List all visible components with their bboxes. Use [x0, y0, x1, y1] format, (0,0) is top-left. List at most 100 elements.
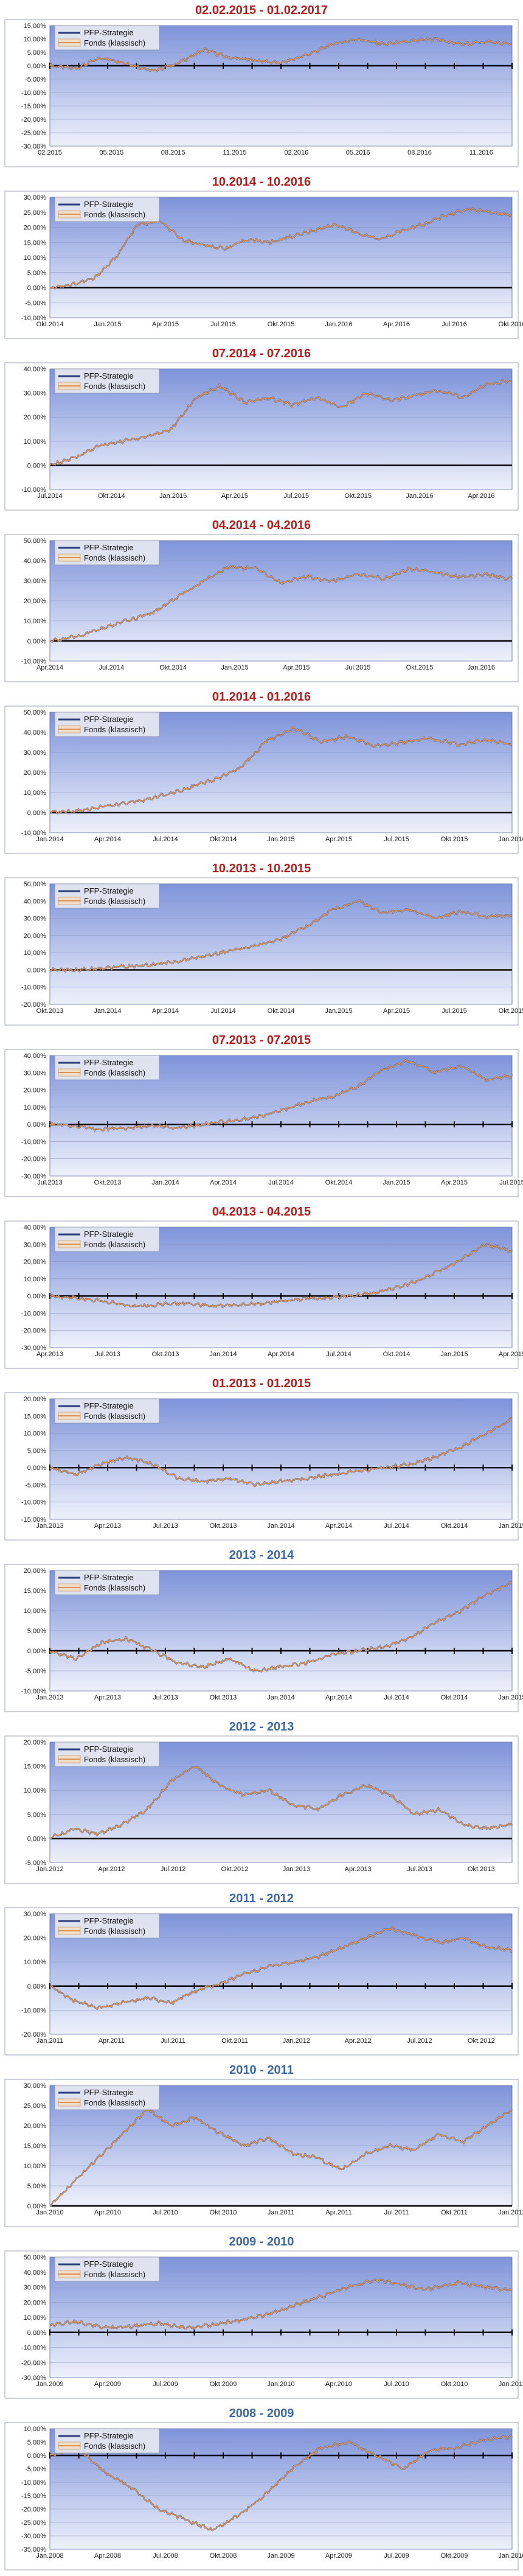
x-tick-label: Okt.2013	[36, 1007, 64, 1015]
legend-label-fund: Fonds (klassisch)	[84, 2441, 145, 2451]
legend-label-fund: Fonds (klassisch)	[84, 1068, 145, 1077]
chart-panel: 07.2014 - 07.2016 40,00% 30,00% 20,00% 10,00…	[0, 343, 523, 515]
y-tick-label: -20,00%	[21, 1328, 46, 1335]
y-tick-label: 10,00%	[24, 950, 47, 957]
chart-svg: 40,00%30,00%20,00%10,00%0,00%-10,00%Jul.…	[4, 362, 519, 511]
x-tick-label: Jan.2015	[498, 1522, 523, 1530]
x-tick-label: Apr.2015	[283, 664, 310, 671]
chart-title: 10.2013 - 10.2015	[212, 862, 311, 875]
y-tick-label: -10,00%	[21, 1310, 46, 1317]
legend-label-strategy: PFP-Strategie	[84, 2259, 134, 2269]
y-tick-label: 0,00%	[27, 638, 46, 645]
x-tick-label: Okt.2015	[441, 836, 468, 843]
y-tick-label: -20,00%	[21, 116, 46, 124]
chart-title: 2013 - 2014	[229, 1549, 294, 1562]
x-tick-label: Jul.2012	[407, 2037, 432, 2045]
x-tick-label: Okt.2011	[441, 2209, 468, 2216]
y-tick-label: 20,00%	[24, 933, 47, 940]
x-tick-label: Okt.2015	[268, 321, 295, 328]
x-tick-label: Jan.2013	[283, 1866, 310, 1873]
x-tick-label: Apr.2010	[325, 2381, 352, 2388]
chart-panel: 2012 - 2013 20,00% 15,00% 10,00% 5,00% 0,00% -…	[0, 1717, 523, 1888]
legend-label-fund: Fonds (klassisch)	[84, 2270, 145, 2279]
x-tick-label: Jul.2015	[384, 836, 409, 843]
y-tick-label: -10,00%	[21, 2007, 46, 2014]
chart-title: 10.2014 - 10.2016	[212, 175, 311, 189]
x-tick-label: Jan.2014	[151, 1179, 179, 1186]
x-tick-label: Jul.2015	[345, 664, 371, 671]
y-tick-label: 50,00%	[24, 537, 47, 545]
chart-title: 2008 - 2009	[229, 2407, 294, 2420]
legend-label-strategy: PFP-Strategie	[84, 200, 134, 209]
x-tick-label: Jul.2014	[99, 664, 125, 671]
y-tick-label: 20,00%	[24, 598, 47, 605]
x-tick-label: Apr.2009	[94, 2381, 121, 2388]
chart-svg: 10,00% 5,00% 0,00% -5,00% -10,00% -15,00% -20,…	[4, 2422, 523, 2571]
chart-svg: 30,00%20,00%10,00%0,00%-10,00%-20,00%Jan…	[4, 1907, 519, 2056]
y-tick-label: -30,00%	[21, 2533, 46, 2540]
y-tick-label: 15,00%	[24, 23, 47, 30]
y-tick-label: -10,00%	[21, 1688, 46, 1695]
y-tick-label: 10,00%	[24, 254, 47, 262]
y-tick-label: 30,00%	[24, 1069, 47, 1077]
x-tick-label: Jul.2011	[161, 2037, 185, 2045]
x-tick-label: Jul.2014	[37, 492, 63, 500]
fund-series-line	[49, 899, 513, 973]
y-tick-label: 0,00%	[27, 1465, 46, 1472]
x-tick-label: Jul.2014	[384, 1522, 409, 1530]
x-tick-label: Jan.2015	[159, 492, 187, 500]
legend-label-strategy: PFP-Strategie	[84, 2088, 134, 2097]
y-tick-label: 10,00%	[24, 1787, 47, 1794]
fund-series-line	[49, 1243, 513, 1308]
fund-series-line	[49, 1766, 513, 1839]
chart-svg: 50,00% 40,00% 30,00% 20,00% 10,00% 0,00% -10,0…	[4, 877, 523, 1026]
x-tick-label: Jul.2010	[153, 2209, 178, 2216]
x-tick-label: Jan.2016	[406, 492, 433, 500]
x-tick-label: Jul.2009	[153, 2381, 178, 2388]
fund-series-line	[49, 379, 513, 466]
x-tick-label: Jan.2008	[36, 2552, 63, 2560]
y-tick-label: -5,00%	[25, 1860, 46, 1867]
x-tick-label: Okt.2014	[441, 1522, 468, 1530]
y-tick-label: -5,00%	[25, 1668, 46, 1675]
x-tick-label: Apr.2010	[94, 2209, 121, 2216]
y-tick-label: -10,00%	[21, 315, 46, 322]
x-tick-label: Okt.2015	[499, 1007, 523, 1015]
x-tick-label: Okt.2013	[210, 1522, 237, 1530]
legend-label-strategy: PFP-Strategie	[84, 371, 134, 380]
y-tick-label: -10,00%	[21, 658, 46, 665]
y-tick-label: -5,00%	[25, 2466, 46, 2473]
x-tick-label: Apr.2011	[325, 2209, 352, 2216]
chart-title: 2009 - 2010	[229, 2235, 294, 2249]
x-tick-label: Jan.2009	[267, 2552, 294, 2560]
chart-title: 07.2014 - 07.2016	[212, 347, 311, 360]
y-tick-label: 10,00%	[24, 36, 47, 43]
x-tick-label: Jan.2014	[94, 1007, 121, 1015]
x-tick-label: Jan.2013	[36, 1694, 63, 1701]
legend-label-fund: Fonds (klassisch)	[84, 1240, 145, 1249]
x-tick-label: Okt.2014	[268, 1007, 295, 1015]
chart-svg: 50,00% 40,00% 30,00% 20,00% 10,00% 0,00% -10,0…	[4, 534, 519, 682]
x-tick-label: Apr.2008	[94, 2552, 121, 2560]
x-tick-label: 02.2015	[38, 149, 62, 156]
x-tick-label: Jan.2009	[36, 2381, 63, 2388]
chart-svg: 20,00%15,00%10,00%5,00%0,00%-5,00%Jan.20…	[4, 1735, 519, 1884]
chart-title: 02.02.2015 - 01.02.2017	[195, 4, 328, 17]
y-tick-label: -10,00%	[21, 2479, 46, 2487]
y-tick-label: -20,00%	[21, 1156, 46, 1163]
chart-panel: 02.02.2015 - 01.02.2017 15,00% 10,00% 5,00%…	[0, 0, 523, 172]
chart-svg: 20,00% 15,00% 10,00% 5,00% 0,00% -5,00% -10,00…	[4, 1564, 523, 1712]
fund-series-line	[49, 2434, 513, 2531]
x-tick-label: Jan.2014	[209, 1351, 237, 1358]
y-tick-label: 10,00%	[24, 2426, 47, 2433]
y-tick-label: 40,00%	[24, 366, 47, 373]
x-tick-label: Jul.2014	[326, 1351, 352, 1358]
y-tick-label: 10,00%	[24, 789, 47, 797]
